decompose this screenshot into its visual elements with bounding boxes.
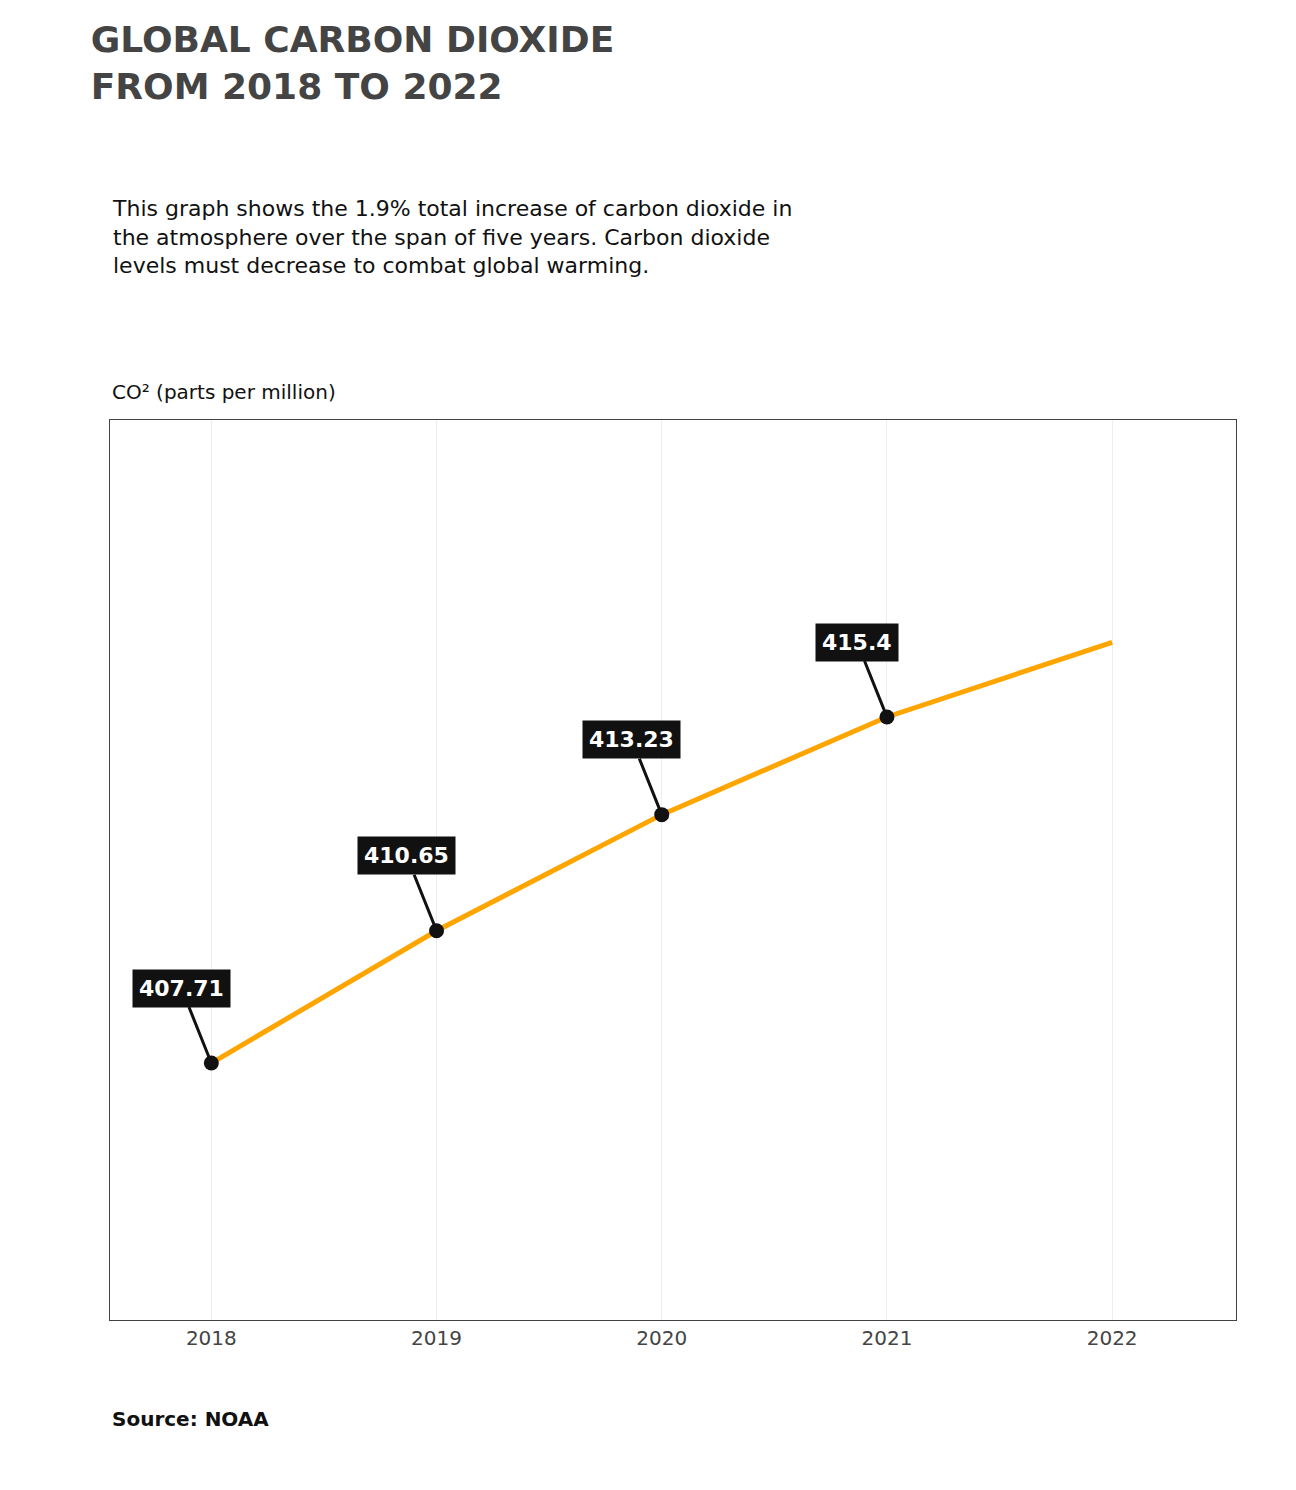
svg-text:CO² (parts per million): CO² (parts per million) [112,380,336,404]
svg-text:2018: 2018 [186,1326,237,1350]
svg-text:2022: 2022 [1087,1326,1138,1350]
svg-text:GLOBAL CARBON DIOXIDEFROM 2018: GLOBAL CARBON DIOXIDEFROM 2018 TO 2022 [91,19,615,107]
svg-text:415.4: 415.4 [822,630,892,655]
svg-text:Source: NOAA: Source: NOAA [112,1407,269,1431]
svg-text:This graph shows the 1.9% tota: This graph shows the 1.9% total increase… [112,196,792,278]
svg-text:2021: 2021 [861,1326,912,1350]
svg-text:407.71: 407.71 [139,976,224,1001]
svg-text:413.23: 413.23 [589,727,674,752]
svg-text:410.65: 410.65 [364,843,449,868]
svg-text:2020: 2020 [636,1326,687,1350]
svg-text:2019: 2019 [411,1326,462,1350]
